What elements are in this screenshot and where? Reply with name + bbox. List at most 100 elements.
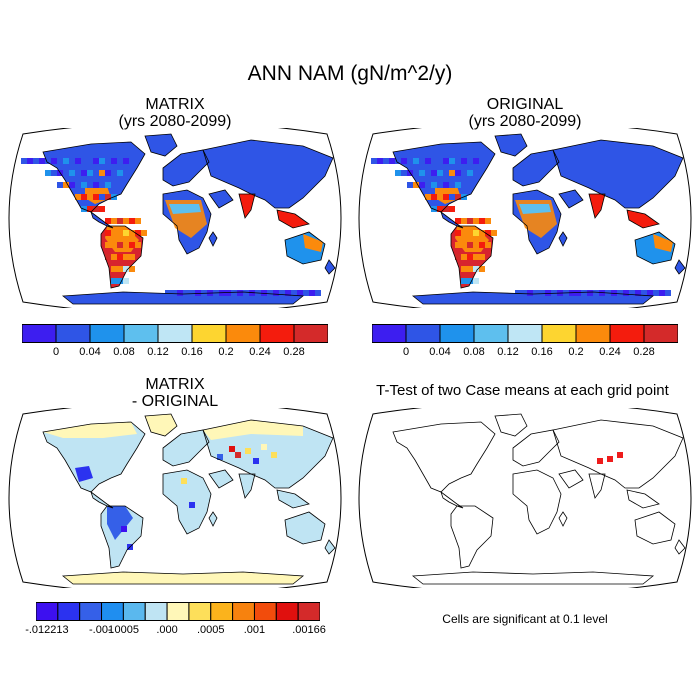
grid-cell	[105, 254, 111, 260]
map-frame	[358, 128, 692, 308]
grid-cell	[413, 158, 419, 164]
grid-cell	[105, 170, 111, 176]
colorbar-swatch	[191, 324, 227, 343]
land-fill-madagascar-12	[209, 512, 217, 526]
grid-cell	[431, 170, 437, 176]
grid-cell	[63, 182, 69, 188]
grid-cell	[647, 290, 653, 296]
original-colorbar: 0 0.04 0.08 0.12 0.16 0.2 0.24 0.28	[372, 324, 678, 360]
colorbar-label: .001	[243, 624, 266, 636]
grid-cell	[485, 242, 491, 248]
ttest-map	[358, 408, 692, 588]
grid-cell	[485, 218, 491, 224]
diff-cell	[217, 454, 223, 460]
grid-cell	[81, 194, 87, 200]
coastline-central-america	[90, 210, 114, 229]
grid-cell	[401, 170, 407, 176]
coastline-india	[588, 193, 606, 219]
grid-cell	[593, 290, 599, 296]
grid-cell	[467, 170, 473, 176]
coastline-asia	[552, 139, 684, 209]
land-fill-madagascar-12	[209, 232, 217, 246]
colorbar-swatch	[232, 602, 255, 621]
map-frame	[358, 408, 692, 588]
main-title: ANN NAM (gN/m^2/y)	[247, 62, 453, 85]
grid-cell	[479, 218, 485, 224]
grid-cell	[665, 290, 671, 296]
grid-cell	[111, 278, 117, 284]
us-diff	[75, 466, 93, 482]
grid-cell	[75, 182, 81, 188]
significant-cell	[597, 458, 603, 464]
land-fill-new-zealand-11	[325, 260, 335, 274]
land-fill-arabia-7	[209, 190, 233, 208]
colorbar-swatch	[293, 324, 328, 343]
grid-cell	[461, 242, 467, 248]
grid-cell	[473, 218, 479, 224]
grid-cell	[129, 254, 135, 260]
land-fill-new-zealand-11	[325, 540, 335, 554]
colorbar-swatch	[157, 324, 193, 343]
grid-cell	[413, 170, 419, 176]
original-title-line1: ORIGINAL	[486, 96, 564, 113]
grid-cell	[267, 290, 273, 296]
colorbar-swatch	[259, 324, 295, 343]
grid-cell	[455, 218, 461, 224]
grid-cell	[455, 230, 461, 236]
difference-map	[8, 408, 342, 588]
diff-cell	[181, 478, 187, 484]
grid-cell	[479, 242, 485, 248]
ttest-panel-title: T-Test of two Case means at each grid po…	[376, 382, 669, 399]
grid-cell	[111, 242, 117, 248]
original-panel-title: ORIGINAL (yrs 2080-2099)	[370, 96, 680, 130]
grid-cell	[473, 158, 479, 164]
grid-cell	[69, 158, 75, 164]
original-map	[358, 128, 692, 308]
grid-cell	[479, 230, 485, 236]
sahel	[169, 204, 201, 214]
grid-cell	[581, 290, 587, 296]
coastline-asia	[202, 139, 334, 209]
india-tropics	[589, 194, 605, 218]
land-fill-asia-6	[203, 420, 333, 488]
grid-cell	[437, 158, 443, 164]
grid-cell	[135, 242, 141, 248]
grid-cell	[165, 290, 171, 296]
colorbar-swatch	[225, 324, 261, 343]
land-fill-arabia-7	[559, 190, 583, 208]
difference-colorbar-swatches	[36, 602, 320, 621]
coastline-central-america	[440, 490, 464, 509]
coastline-australia	[634, 511, 676, 545]
coastline-arabia	[558, 469, 584, 489]
grid-cell	[75, 158, 81, 164]
grid-cell	[473, 170, 479, 176]
coastline-europe	[162, 149, 210, 187]
amazon-diff	[107, 506, 133, 540]
grid-cell	[33, 158, 39, 164]
grid-cell	[117, 170, 123, 176]
coastline-arabia	[208, 469, 234, 489]
colorbar-swatch	[575, 324, 611, 343]
grid-cell	[39, 158, 45, 164]
colorbar-label: 0.08	[463, 346, 485, 358]
grid-cell	[449, 182, 455, 188]
grid-cell	[485, 230, 491, 236]
grid-cell	[123, 158, 129, 164]
grid-cell	[111, 230, 117, 236]
grid-cell	[291, 290, 297, 296]
arctic-diff	[43, 422, 137, 438]
grid-cell	[461, 170, 467, 176]
grid-cell	[443, 158, 449, 164]
grid-cell	[449, 206, 455, 212]
grid-cell	[129, 242, 135, 248]
grid-cell	[123, 218, 129, 224]
grid-cell	[539, 290, 545, 296]
coastline-africa	[512, 189, 562, 255]
grid-cell	[303, 290, 309, 296]
land-fill-asia-6	[553, 140, 683, 208]
grid-cell	[87, 194, 93, 200]
colorbar-label: -.0005	[107, 624, 139, 636]
grid-cell	[117, 158, 123, 164]
coastline-north-america	[392, 421, 496, 493]
difference-title-line1: MATRIX	[145, 376, 205, 393]
